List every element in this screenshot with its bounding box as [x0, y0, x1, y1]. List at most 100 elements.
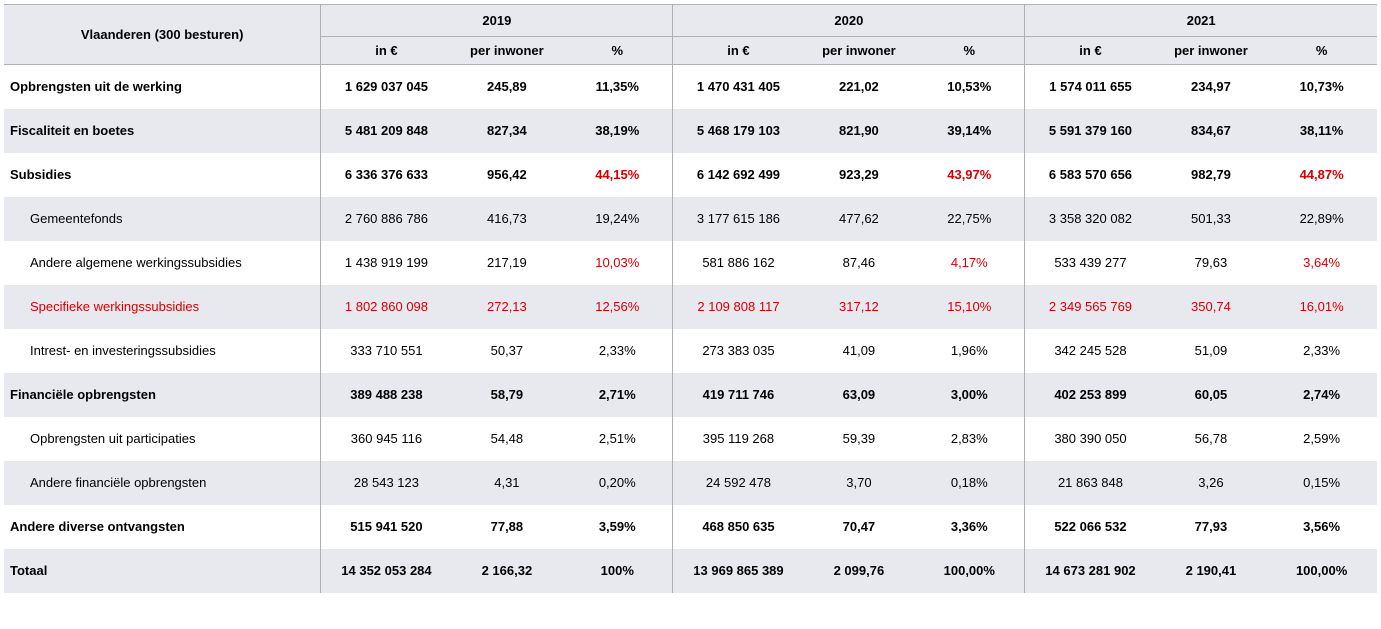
data-cell: 2 349 565 769: [1025, 285, 1156, 329]
data-cell: 14 673 281 902: [1025, 549, 1156, 593]
data-cell: 3,70: [804, 461, 915, 505]
data-cell: 38,19%: [562, 109, 673, 153]
data-cell: 59,39: [804, 417, 915, 461]
sub-header-pct: %: [914, 37, 1025, 65]
row-label: Opbrengsten uit participaties: [4, 417, 321, 461]
data-cell: 245,89: [452, 65, 563, 109]
data-cell: 14 352 053 284: [321, 549, 452, 593]
data-cell: 477,62: [804, 197, 915, 241]
data-cell: 28 543 123: [321, 461, 452, 505]
table-header: Vlaanderen (300 besturen) 2019 2020 2021…: [4, 5, 1377, 65]
data-cell: 3,56%: [1266, 505, 1377, 549]
data-cell: 2 099,76: [804, 549, 915, 593]
data-cell: 19,24%: [562, 197, 673, 241]
data-cell: 234,97: [1156, 65, 1267, 109]
table-row: Subsidies6 336 376 633956,4244,15%6 142 …: [4, 153, 1377, 197]
data-cell: 16,01%: [1266, 285, 1377, 329]
row-label: Subsidies: [4, 153, 321, 197]
data-cell: 12,56%: [562, 285, 673, 329]
data-cell: 39,14%: [914, 109, 1025, 153]
data-cell: 2 760 886 786: [321, 197, 452, 241]
corner-header: Vlaanderen (300 besturen): [4, 5, 321, 65]
row-label: Opbrengsten uit de werking: [4, 65, 321, 109]
data-cell: 2,51%: [562, 417, 673, 461]
table-row: Andere algemene werkingssubsidies1 438 9…: [4, 241, 1377, 285]
data-cell: 15,10%: [914, 285, 1025, 329]
data-cell: 60,05: [1156, 373, 1267, 417]
data-cell: 41,09: [804, 329, 915, 373]
data-cell: 3 177 615 186: [673, 197, 804, 241]
data-cell: 4,31: [452, 461, 563, 505]
data-cell: 1,96%: [914, 329, 1025, 373]
row-label: Andere algemene werkingssubsidies: [4, 241, 321, 285]
year-header-2020: 2020: [673, 5, 1025, 37]
data-cell: 4,17%: [914, 241, 1025, 285]
data-cell: 1 574 011 655: [1025, 65, 1156, 109]
data-cell: 350,74: [1156, 285, 1267, 329]
data-cell: 2,33%: [1266, 329, 1377, 373]
data-cell: 100%: [562, 549, 673, 593]
data-cell: 6 336 376 633: [321, 153, 452, 197]
data-cell: 5 468 179 103: [673, 109, 804, 153]
data-cell: 24 592 478: [673, 461, 804, 505]
data-cell: 2 190,41: [1156, 549, 1267, 593]
data-cell: 217,19: [452, 241, 563, 285]
data-cell: 3,26: [1156, 461, 1267, 505]
data-cell: 2 109 808 117: [673, 285, 804, 329]
row-label: Totaal: [4, 549, 321, 593]
data-cell: 11,35%: [562, 65, 673, 109]
data-cell: 56,78: [1156, 417, 1267, 461]
data-cell: 221,02: [804, 65, 915, 109]
data-cell: 342 245 528: [1025, 329, 1156, 373]
sub-header-pct: %: [562, 37, 673, 65]
data-cell: 22,75%: [914, 197, 1025, 241]
table-row: Andere financiële opbrengsten28 543 1234…: [4, 461, 1377, 505]
data-cell: 54,48: [452, 417, 563, 461]
row-label: Specifieke werkingssubsidies: [4, 285, 321, 329]
row-label: Intrest- en investeringssubsidies: [4, 329, 321, 373]
data-cell: 923,29: [804, 153, 915, 197]
data-cell: 2,71%: [562, 373, 673, 417]
data-cell: 77,88: [452, 505, 563, 549]
row-label: Andere diverse ontvangsten: [4, 505, 321, 549]
data-cell: 1 802 860 098: [321, 285, 452, 329]
data-cell: 63,09: [804, 373, 915, 417]
data-cell: 317,12: [804, 285, 915, 329]
data-cell: 2,83%: [914, 417, 1025, 461]
data-cell: 2,33%: [562, 329, 673, 373]
data-cell: 982,79: [1156, 153, 1267, 197]
data-cell: 416,73: [452, 197, 563, 241]
data-cell: 0,15%: [1266, 461, 1377, 505]
data-cell: 3,59%: [562, 505, 673, 549]
sub-header-euro: in €: [673, 37, 804, 65]
data-cell: 38,11%: [1266, 109, 1377, 153]
data-cell: 834,67: [1156, 109, 1267, 153]
data-cell: 21 863 848: [1025, 461, 1156, 505]
table-row: Totaal14 352 053 2842 166,32100%13 969 8…: [4, 549, 1377, 593]
data-cell: 10,53%: [914, 65, 1025, 109]
data-cell: 419 711 746: [673, 373, 804, 417]
data-cell: 273 383 035: [673, 329, 804, 373]
data-cell: 3 358 320 082: [1025, 197, 1156, 241]
sub-header-euro: in €: [1025, 37, 1156, 65]
data-cell: 827,34: [452, 109, 563, 153]
data-cell: 380 390 050: [1025, 417, 1156, 461]
data-cell: 1 629 037 045: [321, 65, 452, 109]
data-cell: 272,13: [452, 285, 563, 329]
data-cell: 821,90: [804, 109, 915, 153]
data-cell: 44,15%: [562, 153, 673, 197]
data-cell: 44,87%: [1266, 153, 1377, 197]
data-cell: 50,37: [452, 329, 563, 373]
data-cell: 58,79: [452, 373, 563, 417]
data-cell: 79,63: [1156, 241, 1267, 285]
sub-header-euro: in €: [321, 37, 452, 65]
data-cell: 956,42: [452, 153, 563, 197]
sub-header-per-inwoner: per inwoner: [1156, 37, 1267, 65]
data-cell: 87,46: [804, 241, 915, 285]
data-cell: 3,64%: [1266, 241, 1377, 285]
data-cell: 402 253 899: [1025, 373, 1156, 417]
data-cell: 10,73%: [1266, 65, 1377, 109]
row-label: Financiële opbrengsten: [4, 373, 321, 417]
table-row: Financiële opbrengsten389 488 23858,792,…: [4, 373, 1377, 417]
data-cell: 77,93: [1156, 505, 1267, 549]
